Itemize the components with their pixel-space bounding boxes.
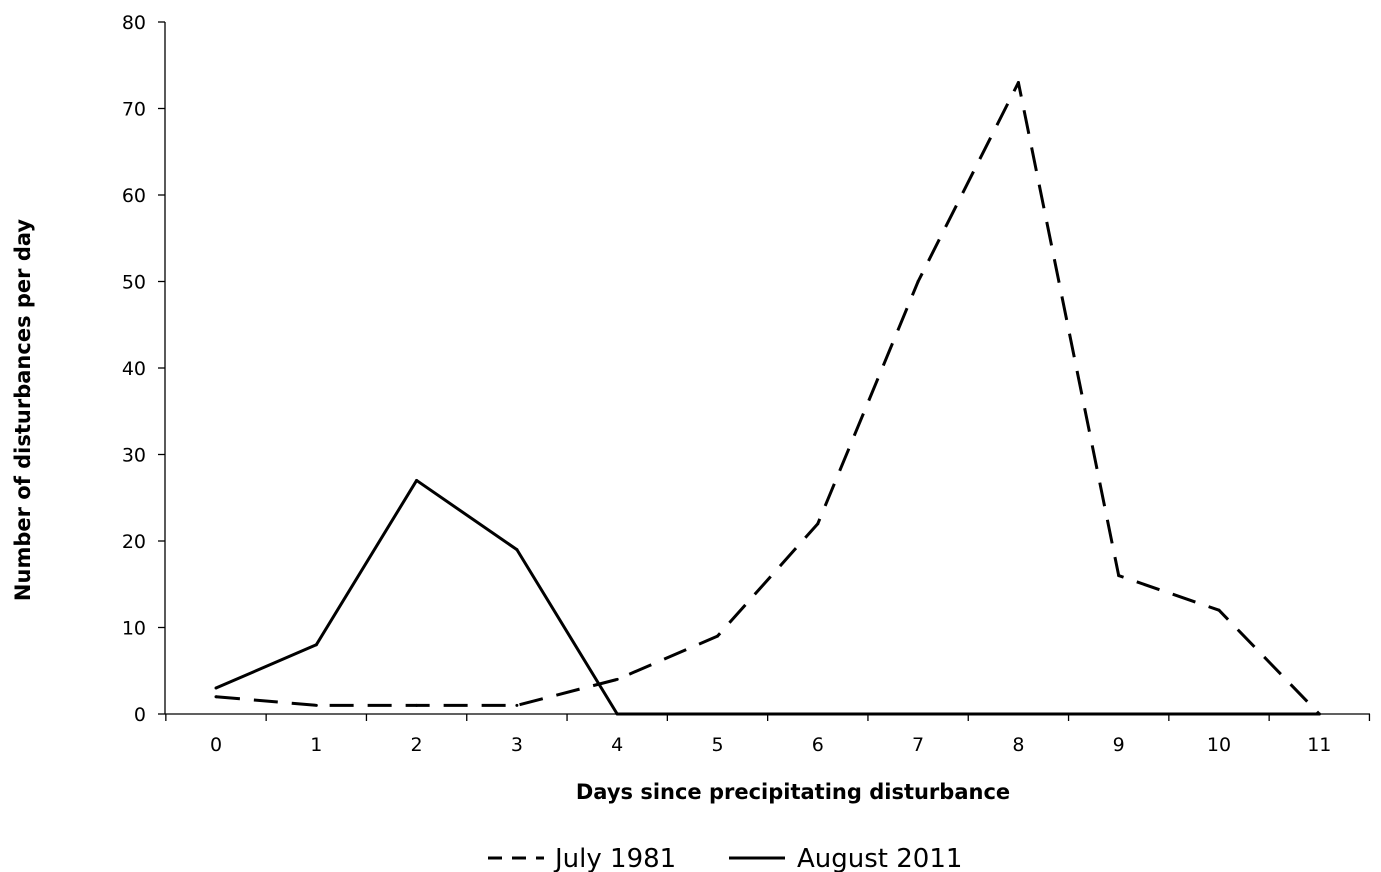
data-point-july-1981 bbox=[415, 703, 419, 707]
y-tick-label: 40 bbox=[122, 358, 146, 380]
x-tick-label: 9 bbox=[1113, 734, 1125, 756]
y-tick-label: 20 bbox=[122, 531, 146, 553]
data-point-august-2011 bbox=[314, 643, 318, 647]
x-tick-label: 3 bbox=[511, 734, 523, 756]
data-point-july-1981 bbox=[515, 703, 519, 707]
data-point-august-2011 bbox=[816, 712, 820, 716]
series-line-august-2011 bbox=[215, 478, 1320, 716]
data-point-august-2011 bbox=[415, 478, 419, 482]
data-point-august-2011 bbox=[716, 712, 719, 716]
y-tick-label: 0 bbox=[134, 704, 146, 726]
data-point-august-2011 bbox=[1317, 712, 1321, 716]
data-point-july-1981 bbox=[1217, 608, 1221, 612]
x-tick-label: 5 bbox=[711, 734, 723, 756]
x-tick-label: 4 bbox=[611, 734, 623, 756]
x-tick-label: 7 bbox=[912, 734, 924, 756]
x-tick-label: 6 bbox=[812, 734, 824, 756]
legend-label-august-2011: August 2011 bbox=[797, 844, 962, 872]
x-axis-title: Days since precipitating disturbance bbox=[576, 780, 1010, 804]
y-tick-label: 30 bbox=[122, 445, 146, 467]
y-tick-label: 50 bbox=[122, 272, 146, 294]
x-tick-label: 0 bbox=[210, 734, 222, 756]
y-tick-label: 10 bbox=[122, 618, 146, 640]
x-tick-label: 8 bbox=[1012, 734, 1024, 756]
data-point-july-1981 bbox=[816, 522, 820, 526]
data-point-august-2011 bbox=[1016, 712, 1020, 716]
data-point-august-2011 bbox=[615, 712, 619, 716]
x-tick-label: 10 bbox=[1207, 734, 1231, 756]
data-point-july-1981 bbox=[1016, 81, 1020, 85]
series-group bbox=[214, 81, 1321, 716]
data-point-july-1981 bbox=[1117, 574, 1121, 578]
data-point-august-2011 bbox=[214, 686, 218, 690]
data-point-august-2011 bbox=[515, 548, 519, 552]
legend-label-july-1981: July 1981 bbox=[553, 844, 676, 872]
y-axis-title: Number of disturbances per day bbox=[11, 219, 35, 601]
data-point-july-1981 bbox=[214, 695, 218, 699]
y-tick-label: 70 bbox=[122, 99, 146, 121]
data-point-august-2011 bbox=[1217, 712, 1221, 716]
plot-area: 0 10 20 30 40 50 60 70 80 0 1 2 3 4 5 6 7 8 9 10 11 bbox=[122, 12, 1371, 756]
data-point-august-2011 bbox=[1117, 712, 1121, 716]
x-tick-label: 2 bbox=[411, 734, 423, 756]
data-point-july-1981 bbox=[615, 677, 619, 681]
x-tick-label: 11 bbox=[1307, 734, 1331, 756]
x-tick-label: 1 bbox=[310, 734, 322, 756]
data-point-august-2011 bbox=[916, 712, 920, 716]
y-tick-label: 80 bbox=[122, 12, 146, 34]
data-point-july-1981 bbox=[716, 634, 719, 638]
y-tick-label: 60 bbox=[122, 185, 146, 207]
legend: July 1981 August 2011 bbox=[488, 844, 962, 872]
data-point-july-1981 bbox=[314, 703, 318, 707]
series-line-july-1981 bbox=[215, 81, 1321, 716]
data-point-july-1981 bbox=[916, 280, 920, 283]
